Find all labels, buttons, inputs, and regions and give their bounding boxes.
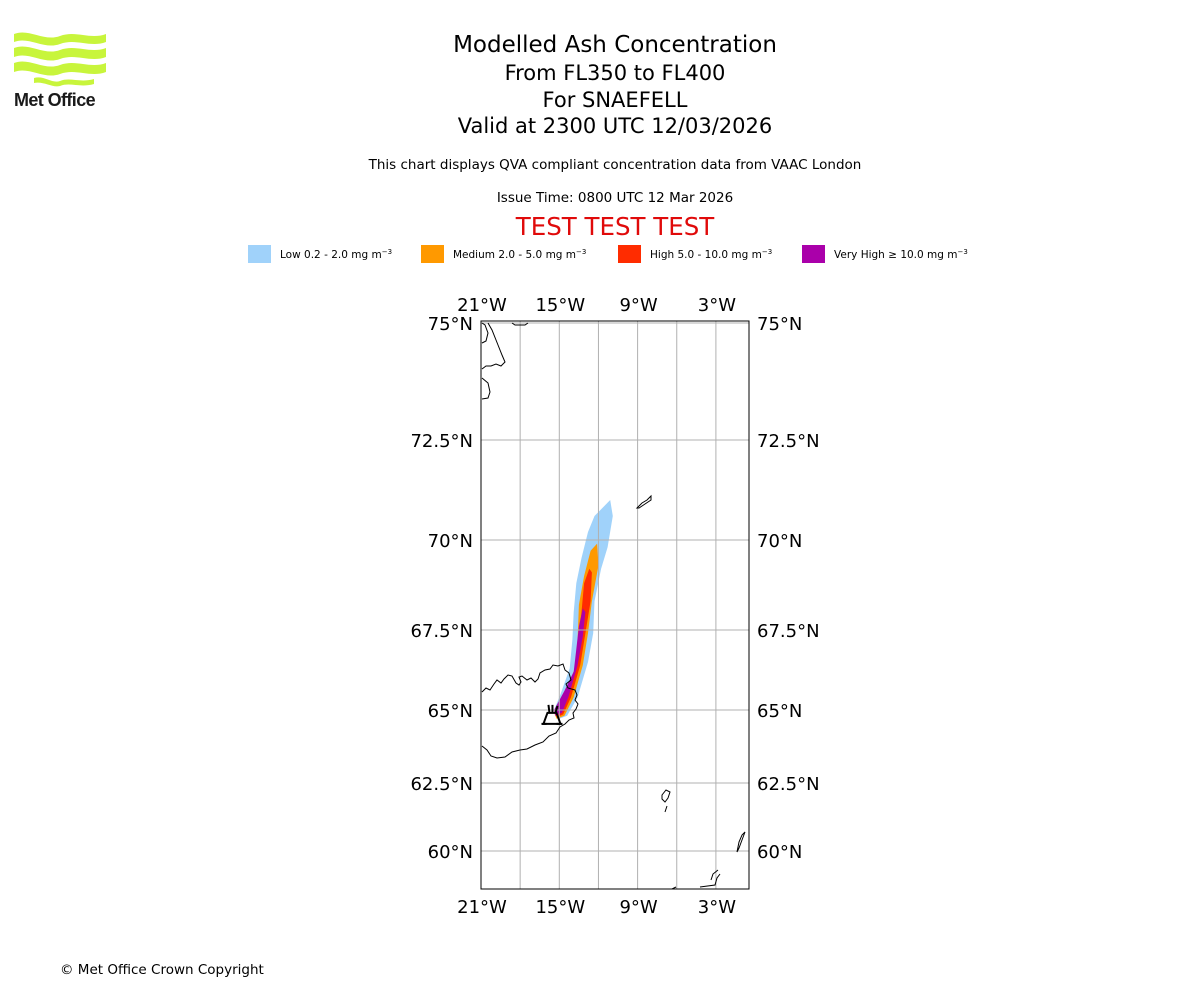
legend-item-very-high: Very High ≥ 10.0 mg m−3 <box>802 244 968 264</box>
lat-label-left: 67.5°N <box>410 621 473 642</box>
chart-description: This chart displays QVA compliant concen… <box>368 157 862 173</box>
lat-label-right: 70°N <box>757 531 802 552</box>
coastline-faroes <box>661 789 671 813</box>
valid-time: Valid at 2300 UTC 12/03/2026 <box>457 114 773 138</box>
coastline-greenland <box>481 322 491 400</box>
axis-labels: 21°W 21°W 15°W 15°W 9°W 9°W 3°W 3°W 75°N 75°N 72.5… <box>410 295 819 918</box>
lon-label-bottom: 3°W <box>698 897 736 918</box>
ash-layer <box>554 500 613 719</box>
met-office-waves-icon <box>14 32 106 87</box>
ash-region-high <box>555 568 592 718</box>
volcano-icon <box>541 704 563 725</box>
volcano-name: For SNAEFELL <box>542 87 688 112</box>
legend-swatch-very-high <box>802 245 825 263</box>
coastline-iceland <box>481 663 579 759</box>
lat-label-left: 60°N <box>428 842 473 863</box>
chart-title-block: Modelled Ash Concentration From FL350 to… <box>0 30 1200 140</box>
test-banner: TEST TEST TEST <box>515 212 715 241</box>
ash-region-very-high <box>554 608 586 716</box>
coastline-scotland <box>671 869 721 890</box>
graticule <box>481 321 749 889</box>
lat-label-right: 60°N <box>757 842 802 863</box>
coastline-greenland-north <box>511 322 529 326</box>
legend-swatch-low <box>248 245 271 263</box>
lon-label-top: 9°W <box>619 295 657 316</box>
copyright: © Met Office Crown Copyright <box>60 962 264 978</box>
lat-label-right: 67.5°N <box>757 621 820 642</box>
coastlines <box>481 322 746 890</box>
legend-label-medium: Medium 2.0 - 5.0 mg m−3 <box>453 247 587 261</box>
lon-label-top: 21°W <box>457 295 507 316</box>
met-office-logo: Met Office <box>14 30 106 112</box>
lat-label-left: 70°N <box>428 531 473 552</box>
lat-label-right: 72.5°N <box>757 431 820 452</box>
legend-label-very-high: Very High ≥ 10.0 mg m−3 <box>834 247 968 261</box>
legend-label-low: Low 0.2 - 2.0 mg m−3 <box>280 247 393 261</box>
flight-levels: From FL350 to FL400 <box>504 61 726 85</box>
lat-label-left: 62.5°N <box>410 774 473 795</box>
legend-item-high: High 5.0 - 10.0 mg m−3 <box>618 244 772 264</box>
legend-swatch-high <box>618 245 641 263</box>
lat-label-left: 75°N <box>428 314 473 335</box>
lon-label-top: 15°W <box>535 295 585 316</box>
lon-label-bottom: 9°W <box>619 897 657 918</box>
coastline-jan-mayen <box>635 494 652 509</box>
legend-item-low: Low 0.2 - 2.0 mg m−3 <box>248 244 392 264</box>
lat-label-left: 72.5°N <box>410 431 473 452</box>
coastline-shetland <box>736 831 746 853</box>
legend-label-high: High 5.0 - 10.0 mg m−3 <box>650 247 773 261</box>
lat-label-right: 65°N <box>757 701 802 722</box>
lat-label-left: 65°N <box>428 701 473 722</box>
issue-time: Issue Time: 0800 UTC 12 Mar 2026 <box>496 190 734 206</box>
logo-text: Met Office <box>14 90 96 110</box>
lon-label-bottom: 21°W <box>457 897 507 918</box>
map-frame <box>480 320 750 890</box>
lon-label-bottom: 15°W <box>535 897 585 918</box>
legend-swatch-medium <box>421 245 444 263</box>
volcano-marker-group <box>541 704 563 725</box>
legend-item-medium: Medium 2.0 - 5.0 mg m−3 <box>421 244 586 264</box>
chart-title: Modelled Ash Concentration <box>453 32 777 58</box>
lon-label-top: 3°W <box>698 295 736 316</box>
coastline-greenland-bump <box>481 322 506 370</box>
lat-label-right: 62.5°N <box>757 774 820 795</box>
lat-label-right: 75°N <box>757 314 802 335</box>
